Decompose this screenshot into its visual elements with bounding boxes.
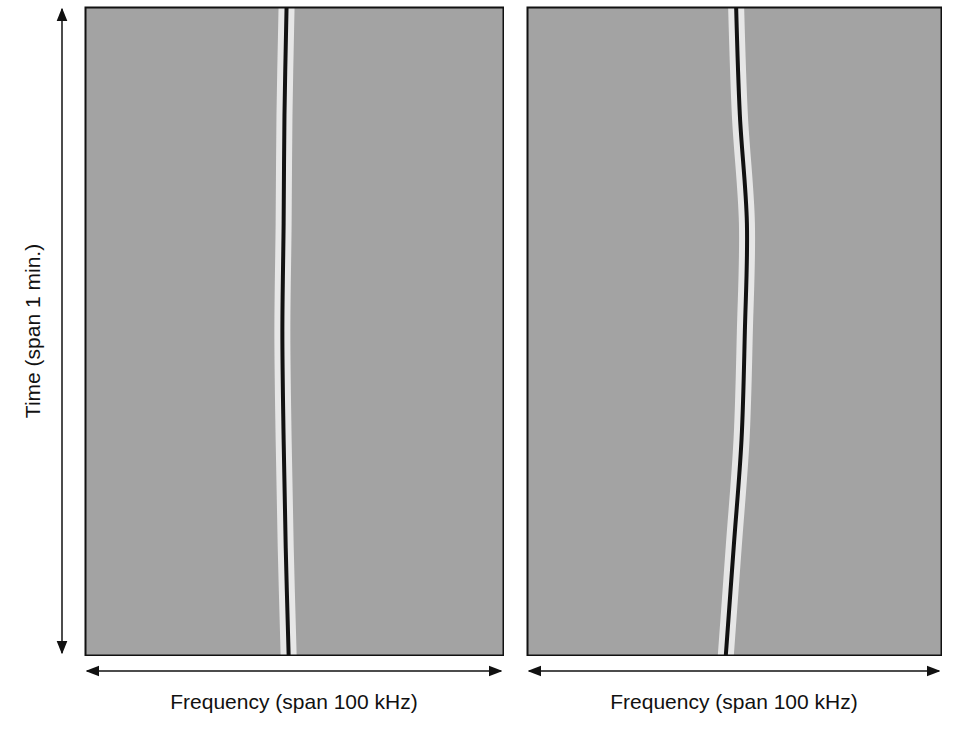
html-text:Frequency (span 100 kHz): Frequency (span 100 kHz)	[610, 690, 858, 713]
html-text:Frequency (span 100 kHz): Frequency (span 100 kHz)	[170, 690, 418, 713]
svg-text:Time (span 1 min.): Time (span 1 min.)	[21, 244, 44, 418]
